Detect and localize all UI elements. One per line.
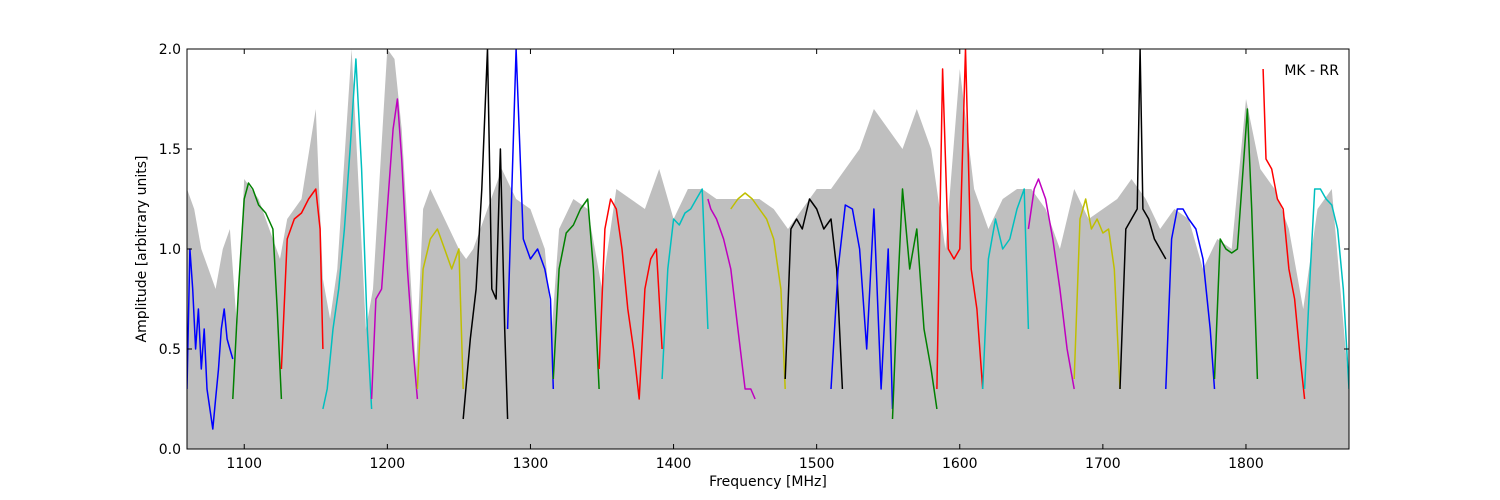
series-line-12 [707, 198, 756, 400]
series-line-21 [1119, 49, 1167, 390]
legend-label: MK - RR [1284, 63, 1339, 79]
series-line-7 [462, 49, 509, 420]
envelope-area [187, 49, 1349, 449]
series-line-10 [598, 198, 663, 400]
series-line-2 [232, 182, 283, 400]
x-tick-label: 1600 [942, 456, 978, 472]
series-line-17 [936, 49, 984, 390]
series-line-13 [730, 192, 786, 390]
series-line-22 [1165, 208, 1216, 390]
series-line-8 [506, 49, 555, 390]
x-axis-label: Frequency [MHz] [709, 474, 827, 490]
series-line-24 [1262, 68, 1306, 400]
series-line-3 [280, 188, 324, 370]
x-tick-label: 1300 [513, 456, 549, 472]
series-line-5 [370, 98, 419, 400]
series-line-25 [1303, 188, 1349, 390]
series-line-14 [784, 198, 844, 390]
y-tick-label: 0.5 [159, 342, 181, 358]
series-line-16 [891, 188, 938, 420]
series-line-19 [1027, 178, 1075, 390]
x-tick-label: 1700 [1085, 456, 1121, 472]
series-line-18 [981, 188, 1030, 390]
series-line-4 [322, 58, 373, 410]
series-line-23 [1213, 108, 1259, 380]
y-axis-label: Amplitude [arbitrary units] [134, 156, 150, 343]
series-line-6 [416, 228, 464, 390]
series-line-1 [187, 248, 234, 430]
x-tick-label: 1200 [370, 456, 406, 472]
y-tick-label: 1.0 [159, 242, 181, 258]
series-line-15 [830, 204, 894, 410]
x-axis: 1100 1200 1300 1400 1500 1600 1700 1800 [226, 49, 1264, 472]
x-tick-label: 1800 [1228, 456, 1264, 472]
x-tick-label: 1100 [226, 456, 262, 472]
y-tick-label: 0.0 [159, 442, 181, 458]
x-tick-label: 1500 [799, 456, 835, 472]
y-tick-label: 1.5 [159, 142, 181, 158]
series-line-9 [552, 198, 600, 390]
series-line-20 [1073, 198, 1121, 390]
x-tick-label: 1400 [656, 456, 692, 472]
y-axis: 0.0 0.5 1.0 1.5 2.0 [159, 42, 1349, 458]
y-tick-label: 2.0 [159, 42, 181, 58]
series-line-11 [661, 188, 709, 380]
plot-area [187, 49, 1349, 449]
